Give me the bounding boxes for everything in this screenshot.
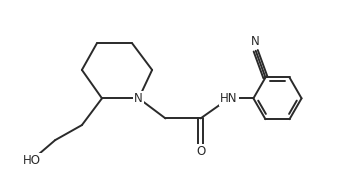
- Text: HO: HO: [23, 154, 41, 167]
- Text: HN: HN: [220, 92, 238, 105]
- Text: O: O: [196, 145, 205, 158]
- Text: N: N: [251, 35, 260, 48]
- Text: N: N: [134, 92, 143, 105]
